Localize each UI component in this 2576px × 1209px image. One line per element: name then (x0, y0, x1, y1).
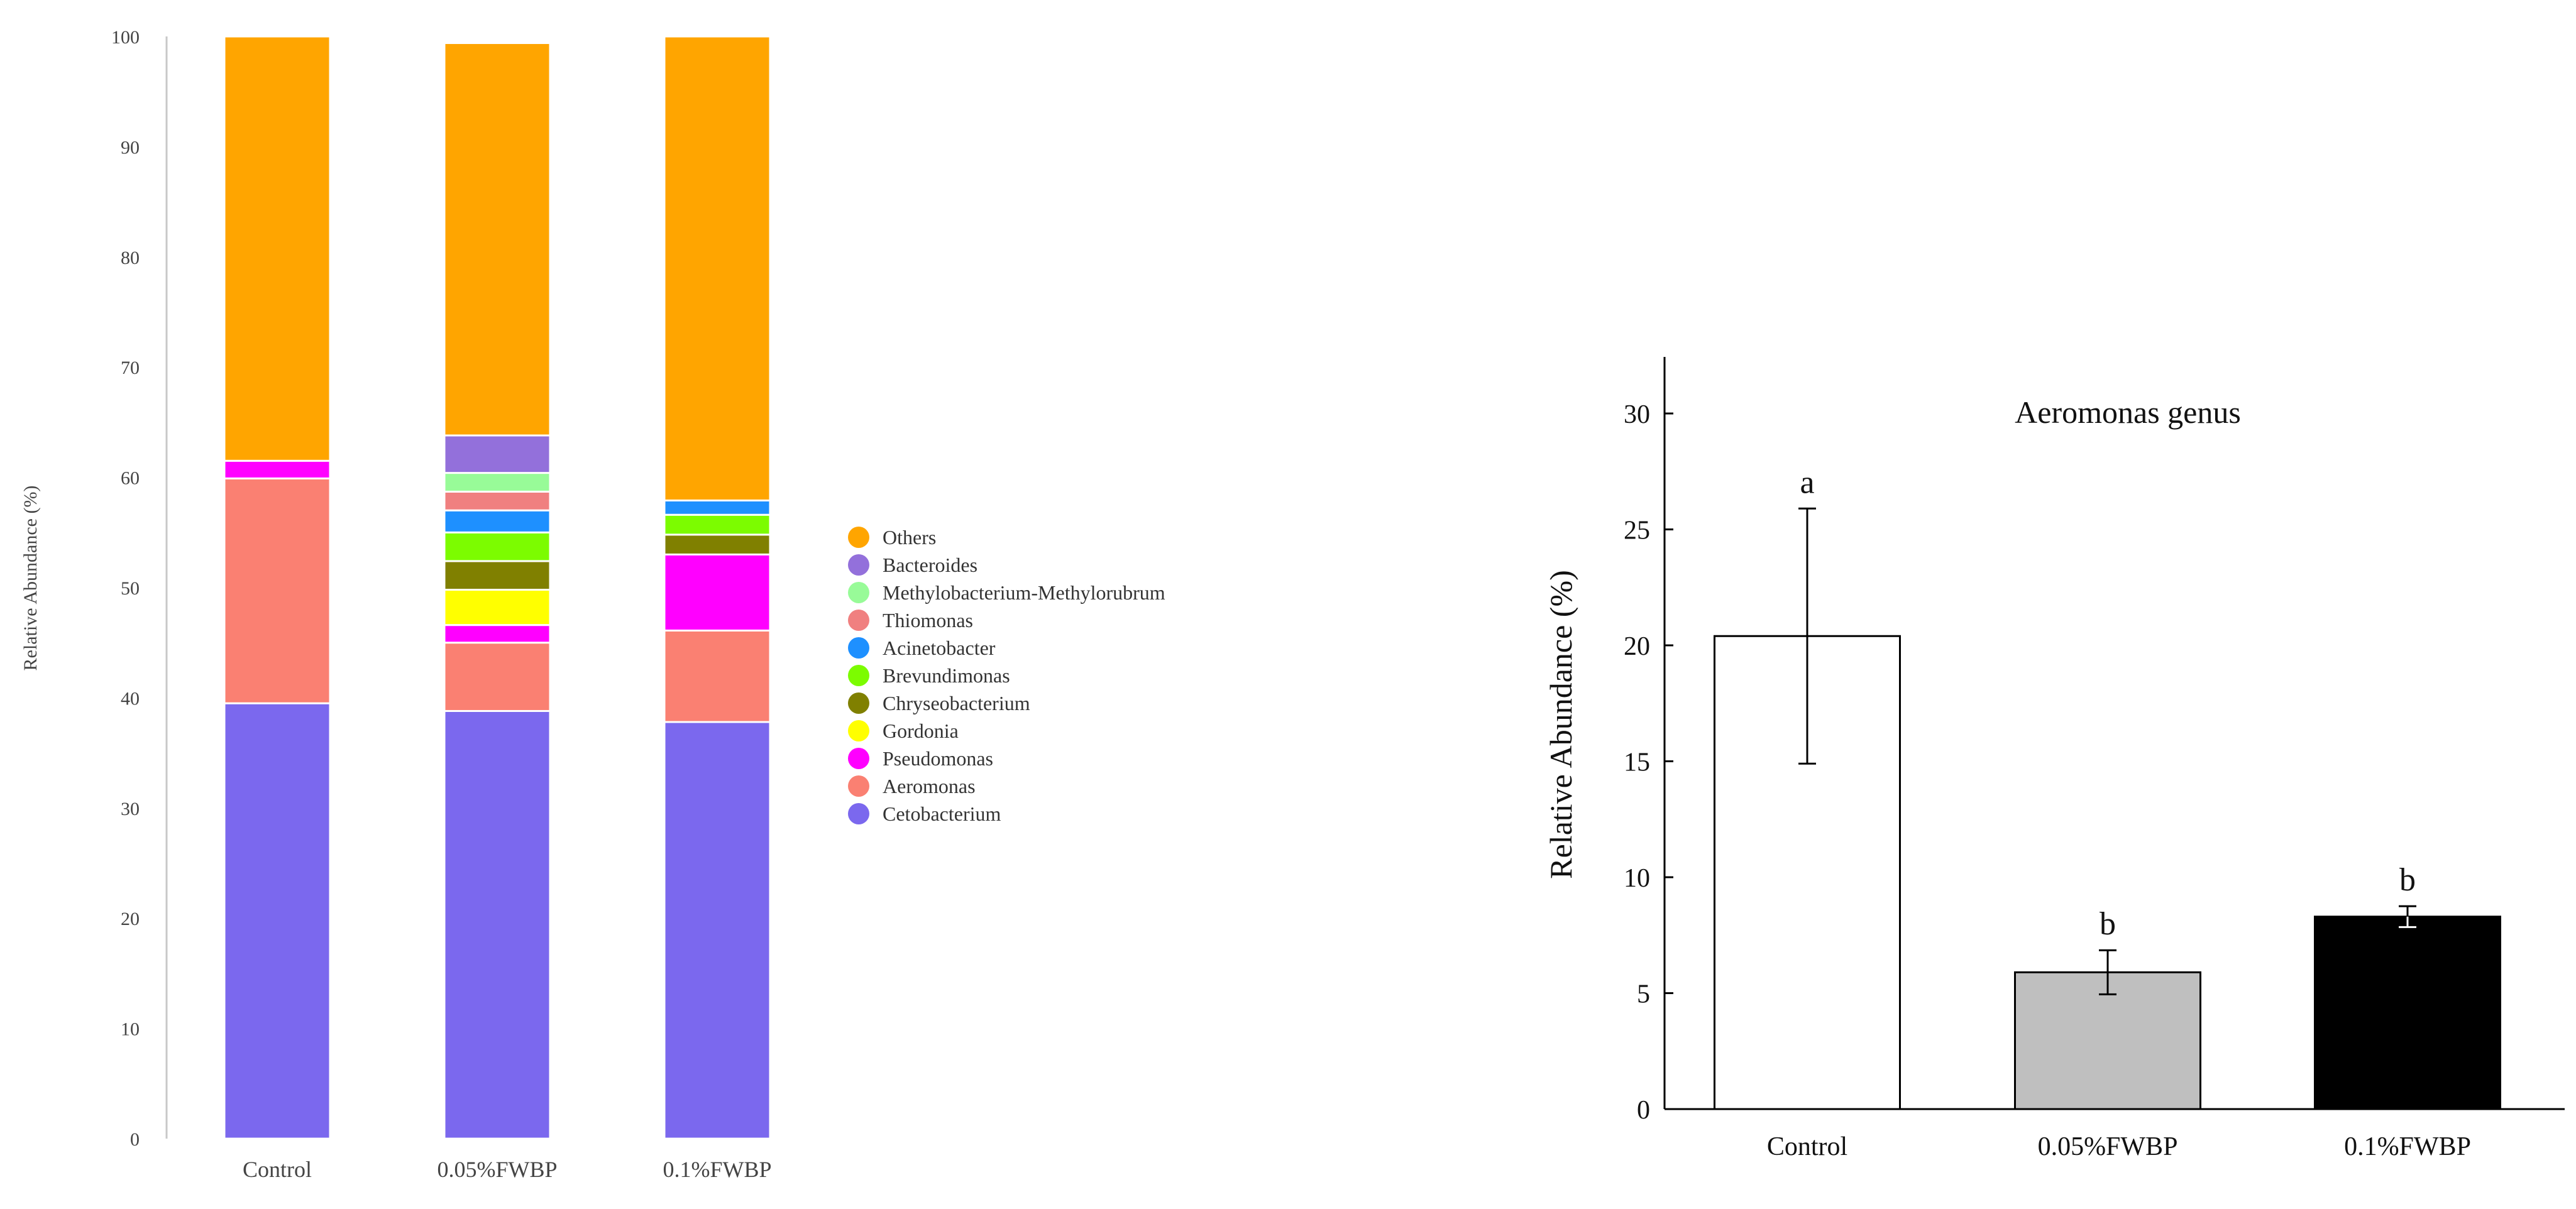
left-x-tick-label: Control (243, 1157, 312, 1182)
legend-label: Acinetobacter (883, 637, 996, 659)
legend-label: Bacteroides (883, 554, 977, 576)
stack-segment-others (663, 35, 771, 501)
right-x-tick-label: 0.05%FWBP (2038, 1132, 2178, 1161)
legend-marker-gordonia (848, 720, 869, 741)
stack-segment-bacteroides (443, 434, 551, 474)
legend-marker-cetobacterium (848, 803, 869, 824)
right-y-axis-label: Relative Abundance (%) (1543, 570, 1578, 878)
left-y-axis-label: Relative Abundance (%) (20, 486, 41, 671)
right-y-tick-label: 5 (1637, 980, 1650, 1009)
legend-marker-methylobacterium-methylorubrum (848, 582, 869, 603)
left-y-tick-label: 80 (121, 248, 140, 268)
left-y-tick-label: 70 (121, 358, 140, 378)
left-y-tick-label: 60 (121, 468, 140, 489)
legend-label: Pseudomonas (883, 747, 993, 770)
left-y-tick-label: 40 (121, 688, 140, 709)
left-x-tick-label: 0.1%FWBP (663, 1157, 771, 1182)
right-y-tick-label: 20 (1624, 632, 1650, 661)
right-y-tick-label: 0 (1637, 1096, 1650, 1125)
left-y-tick-label: 90 (121, 137, 140, 158)
stack-segment-acinetobacter (443, 509, 551, 533)
legend-label: Methylobacterium-Methylorubrum (883, 581, 1165, 604)
legend-marker-aeromonas (848, 775, 869, 797)
stack-segment-cetobacterium (663, 721, 771, 1140)
legend-label: Cetobacterium (883, 802, 1001, 825)
stack-segment-thiomonas (443, 490, 551, 512)
right-x-tick-label: 0.1%FWBP (2344, 1132, 2471, 1161)
right-y-tick-label: 30 (1624, 400, 1650, 429)
left-y-tick-label: 10 (121, 1019, 140, 1040)
left-y-tick-label: 50 (121, 578, 140, 599)
significance-letter: b (2100, 906, 2116, 942)
legend-marker-acinetobacter (848, 637, 869, 659)
legend-label: Others (883, 526, 936, 549)
bar-0-1-fwbp (2314, 916, 2501, 1110)
stack-segment-cetobacterium (223, 702, 331, 1140)
left-x-tick-label: 0.05%FWBP (437, 1157, 557, 1182)
stack-segment-aeromonas (443, 642, 551, 712)
stack-segment-aeromonas (223, 477, 331, 704)
left-y-tick-label: 20 (121, 909, 140, 929)
stack-segment-pseudomonas (663, 553, 771, 632)
stack-segment-others (223, 35, 331, 462)
legend-label: Gordonia (883, 719, 959, 742)
stacked-abundance-chart: Relative Abundance (%) 0 10 20 30 40 50 60 70 80… (20, 27, 1165, 1182)
legend-marker-others (848, 527, 869, 548)
stack-segment-pseudomonas (223, 459, 331, 479)
left-y-tick-label: 30 (121, 799, 140, 819)
right-y-tick-label: 10 (1624, 864, 1650, 893)
stack-segment-brevundimonas (443, 531, 551, 562)
significance-letter: b (2399, 862, 2416, 898)
legend-label: Chryseobacterium (883, 692, 1030, 714)
right-y-tick-label: 25 (1624, 517, 1650, 545)
legend-marker-brevundimonas (848, 665, 869, 686)
stack-segment-others (443, 42, 551, 437)
legend-label: Thiomonas (883, 609, 973, 632)
aeromonas-bar-chart: Relative Abundance (%) Aeromonas genus 0… (1543, 357, 2565, 1161)
right-x-tick-label: Control (1767, 1132, 1847, 1161)
legend-marker-bacteroides (848, 554, 869, 576)
legend-marker-thiomonas (848, 610, 869, 631)
legend-label: Brevundimonas (883, 664, 1010, 687)
stack-segment-acinetobacter (663, 499, 771, 516)
right-y-tick-label: 15 (1624, 748, 1650, 777)
legend-label: Aeromonas (883, 775, 976, 797)
significance-letter: a (1800, 464, 1814, 500)
stack-segment-brevundimonas (663, 513, 771, 536)
right-chart-title: Aeromonas genus (2015, 395, 2241, 430)
legend-marker-pseudomonas (848, 748, 869, 769)
stack-segment-gordonia (443, 589, 551, 626)
stack-segment-methylobacterium-methylorubrum (443, 472, 551, 493)
stack-segment-chryseobacterium (663, 533, 771, 555)
legend-marker-chryseobacterium (848, 692, 869, 714)
stack-segment-aeromonas (663, 629, 771, 723)
stack-segment-chryseobacterium (443, 560, 551, 591)
left-y-tick-label: 0 (130, 1129, 140, 1150)
stack-segment-pseudomonas (443, 624, 551, 644)
stack-segment-cetobacterium (443, 709, 551, 1140)
left-y-tick-label: 100 (111, 27, 140, 48)
